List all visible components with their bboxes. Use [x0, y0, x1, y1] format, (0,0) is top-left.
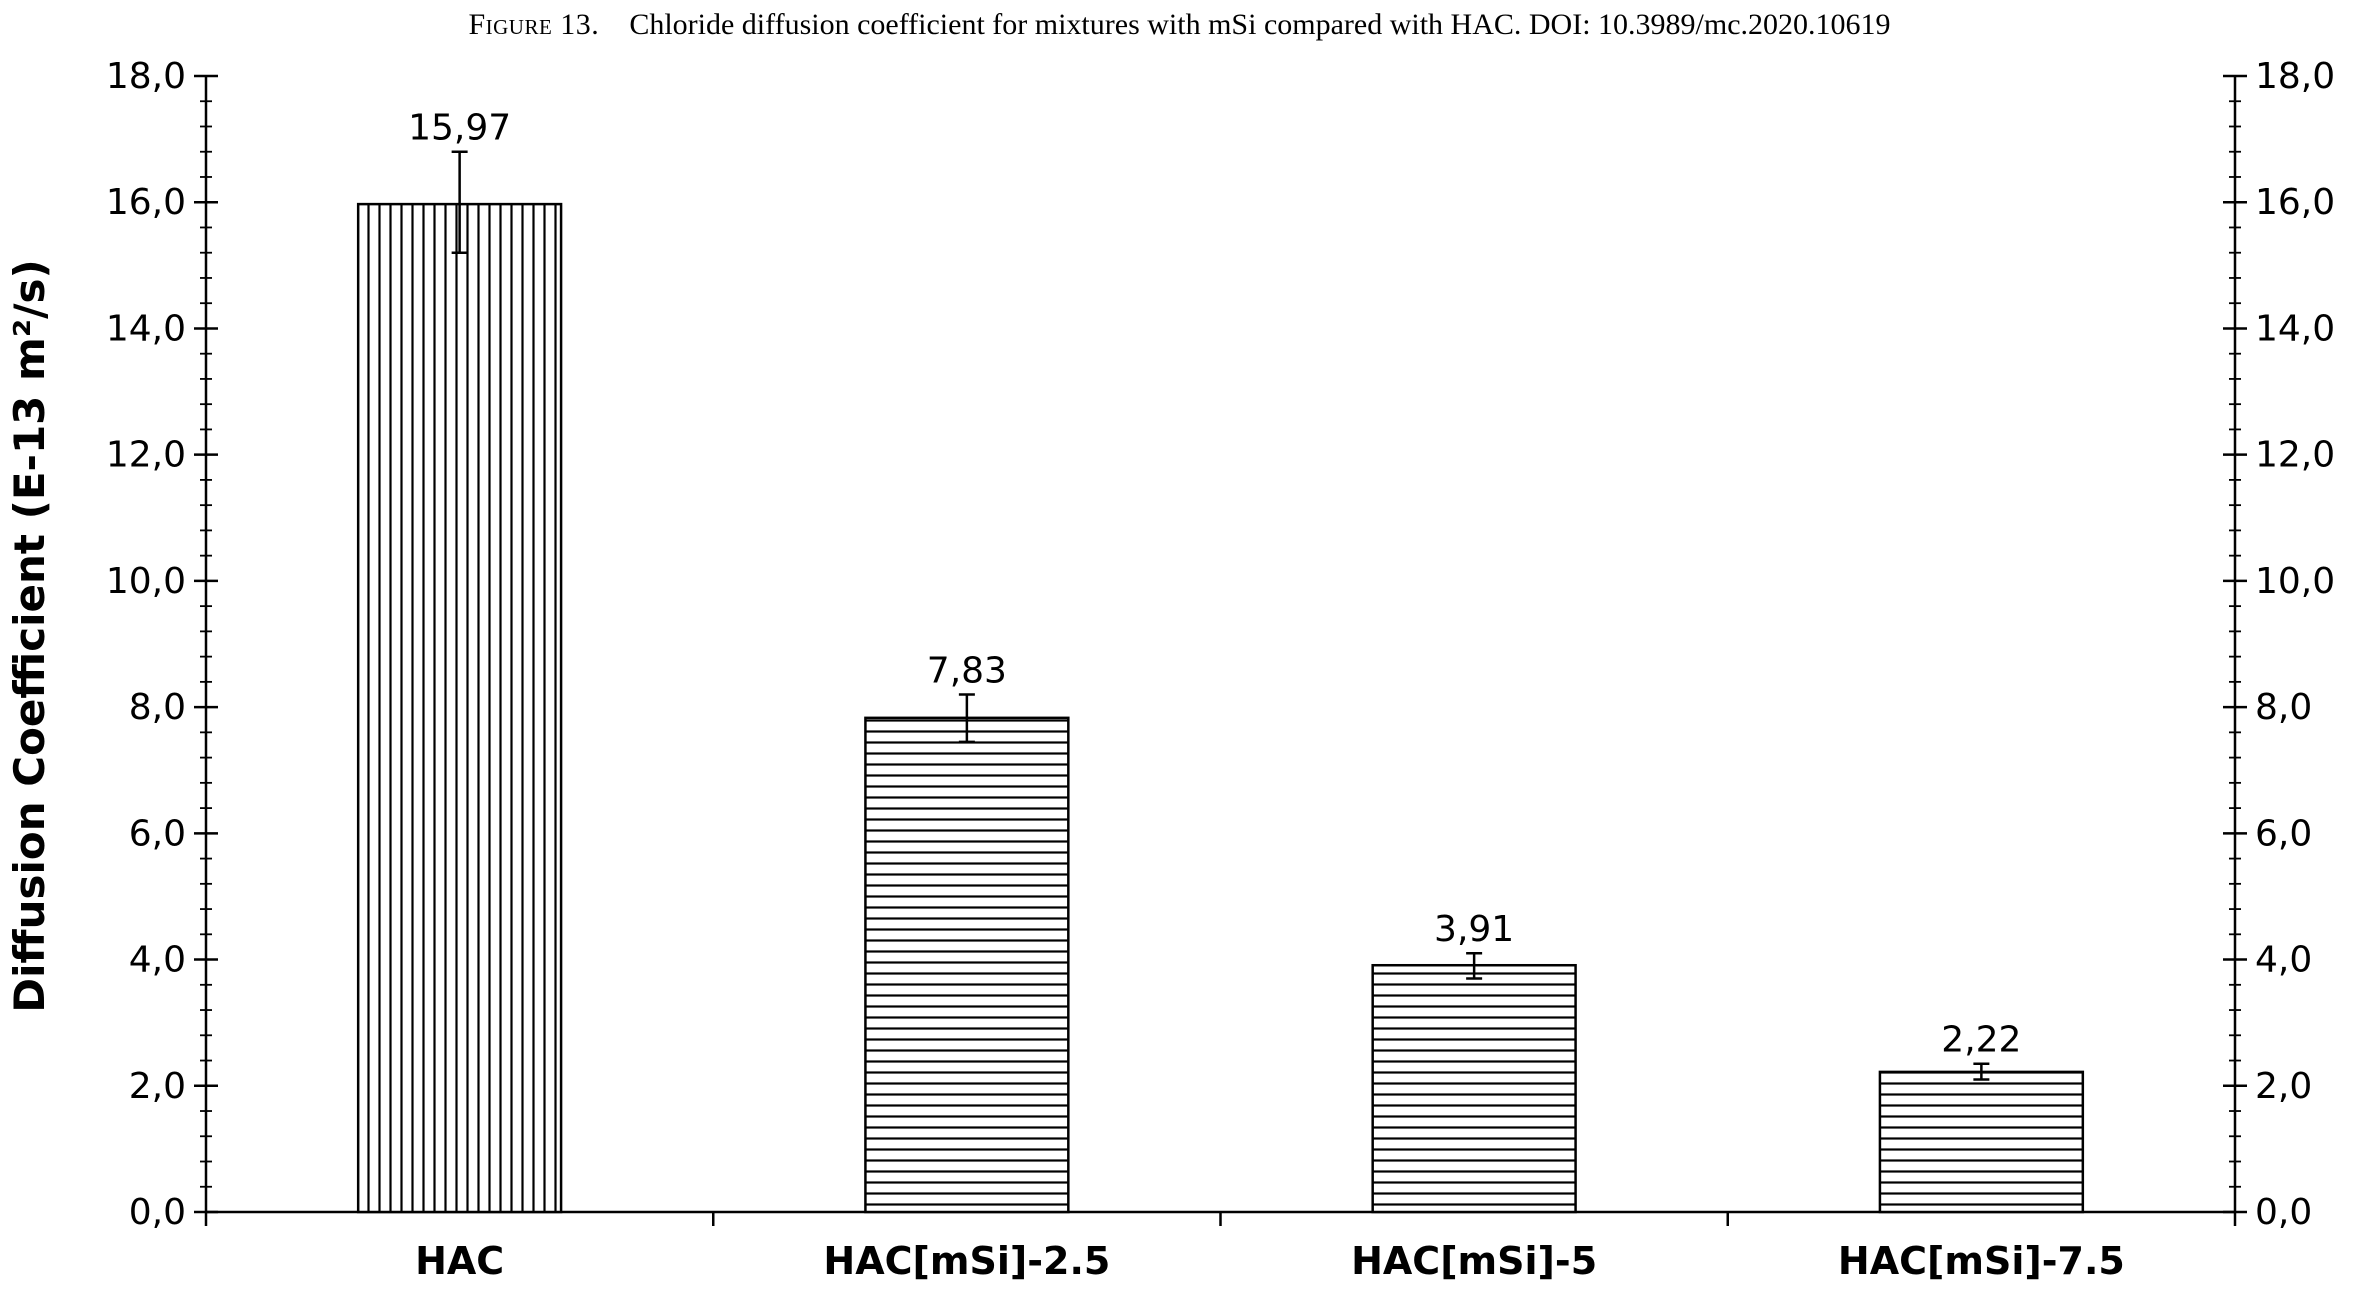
- figure-caption: Figure 13. Chloride diffusion coefficien…: [0, 0, 2359, 50]
- y-tick-label-left: 2,0: [129, 1066, 186, 1107]
- y-tick-label-left: 14,0: [106, 308, 186, 349]
- x-category-label: HAC[mSi]-7.5: [1838, 1239, 2125, 1283]
- labels: 0,0 0,0 2,0 2,0 4,0 4,0 6,0 6,0 8,0 8,0 10,0 10,0 12…: [106, 56, 2335, 1283]
- y-tick-label-right: 8,0: [2255, 687, 2312, 728]
- bar: [864, 716, 1070, 1214]
- y-tick-label-right: 2,0: [2255, 1066, 2312, 1107]
- y-tick-label-left: 12,0: [106, 435, 186, 476]
- y-tick-label-right: 12,0: [2255, 435, 2335, 476]
- y-tick-label-left: 6,0: [129, 813, 186, 854]
- y-tick-label-right: 16,0: [2255, 182, 2335, 223]
- y-tick-label-right: 6,0: [2255, 813, 2312, 854]
- data-label: 2,22: [1941, 1020, 2021, 1061]
- bar: [1878, 1070, 2085, 1214]
- bars: [356, 150, 2085, 1214]
- y-tick-label-right: 18,0: [2255, 56, 2335, 97]
- y-tick-label-right: 14,0: [2255, 308, 2335, 349]
- figure-label: Figure 13.: [468, 8, 600, 41]
- x-category-label: HAC[mSi]-5: [1351, 1239, 1597, 1283]
- y-tick-label-left: 10,0: [106, 561, 186, 602]
- y-tick-label-left: 4,0: [129, 940, 186, 981]
- y-tick-label-left: 18,0: [106, 56, 186, 97]
- y-tick-label-left: 0,0: [129, 1192, 186, 1233]
- bar: [356, 202, 563, 1214]
- x-category-label: HAC: [415, 1239, 504, 1283]
- y-axis-title: Diffusion Coefficient (E-13 m²/s): [5, 259, 54, 1012]
- data-label: 7,83: [927, 650, 1007, 691]
- caption-text: Chloride diffusion coefficient for mixtu…: [629, 8, 1891, 41]
- y-tick-label-right: 10,0: [2255, 561, 2335, 602]
- bar: [1371, 963, 1577, 1214]
- y-tick-label-right: 4,0: [2255, 940, 2312, 981]
- y-tick-label-right: 0,0: [2255, 1192, 2312, 1233]
- x-category-label: HAC[mSi]-2.5: [823, 1239, 1110, 1283]
- y-tick-label-left: 8,0: [129, 687, 186, 728]
- data-label: 3,91: [1434, 909, 1514, 950]
- y-tick-label-left: 16,0: [106, 182, 186, 223]
- data-label: 15,97: [408, 108, 511, 149]
